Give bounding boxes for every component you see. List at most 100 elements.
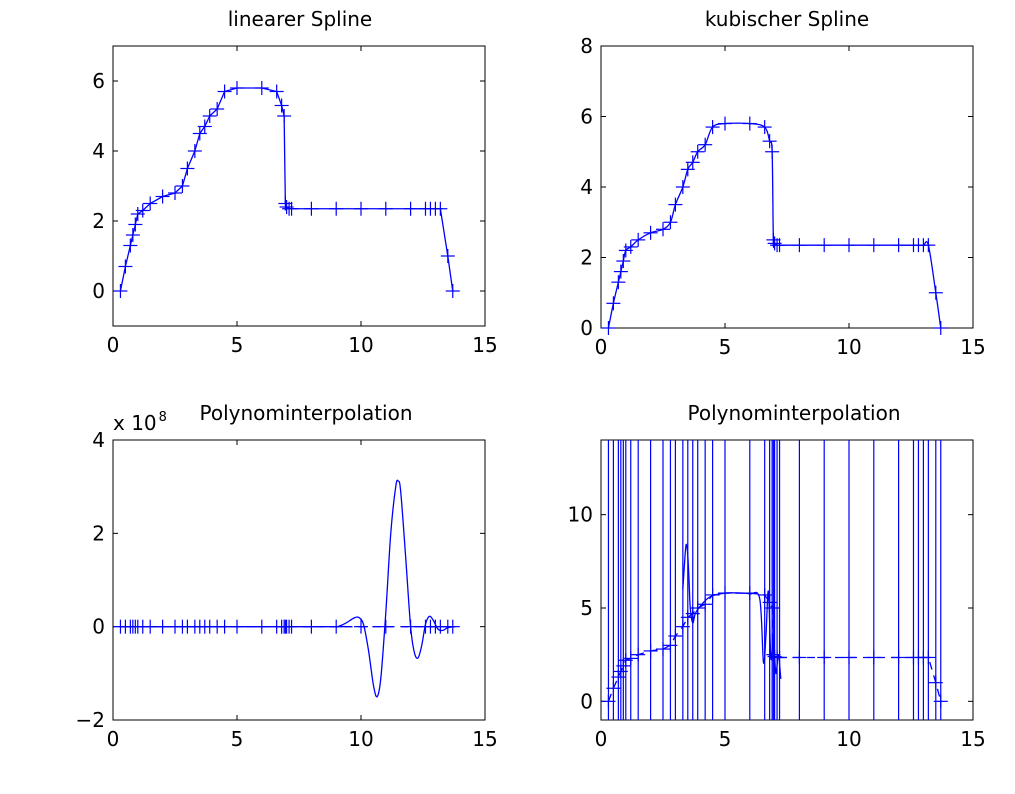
clipped-layer <box>120 479 456 698</box>
data-point-marker <box>705 587 720 602</box>
data-point-marker <box>866 238 881 253</box>
x-tick-label: 5 <box>231 727 244 751</box>
axis-ticks: 0 5 10 15 0 5 10 <box>568 440 986 751</box>
axis-ticks: 0 5 10 15 0 2 4 6 8 <box>580 34 985 359</box>
data-point-marker <box>274 98 289 113</box>
data-point-marker <box>197 119 212 134</box>
data-markers <box>601 116 948 335</box>
data-point-marker <box>698 137 713 152</box>
data-point-marker <box>217 84 232 99</box>
data-point-marker <box>187 144 202 158</box>
plot-area <box>112 45 486 327</box>
data-point-marker <box>765 601 780 615</box>
data-point-marker <box>123 238 138 253</box>
data-point-marker <box>230 81 244 95</box>
data-point-marker <box>155 619 170 634</box>
data-point-marker <box>440 249 455 263</box>
y-tick-label: 6 <box>580 105 593 129</box>
data-point-marker <box>445 284 460 298</box>
data-point-marker <box>202 109 217 123</box>
y-tick-label: 0 <box>92 279 105 303</box>
data-point-marker <box>772 238 787 253</box>
data-point-marker <box>125 228 140 242</box>
data-point-marker <box>718 116 732 131</box>
data-point-marker <box>254 81 269 95</box>
data-point-marker <box>792 650 807 665</box>
data-point-marker <box>690 144 705 159</box>
panel-cubic-spline: kubischer Spline 0 5 10 15 0 2 4 6 8 <box>580 7 985 359</box>
data-point-marker <box>143 619 158 634</box>
data-point-marker <box>284 619 299 634</box>
data-point-marker <box>143 196 158 211</box>
y-tick-label: 4 <box>92 428 105 452</box>
data-markers <box>113 81 460 298</box>
data-point-marker <box>284 201 299 216</box>
x-tick-label: 10 <box>348 727 373 751</box>
data-point-marker <box>705 120 720 135</box>
data-point-marker <box>656 642 670 657</box>
data-point-marker <box>601 694 616 709</box>
data-point-marker <box>685 155 700 170</box>
data-point-marker <box>718 586 732 601</box>
y-tick-label: 0 <box>580 316 593 340</box>
y-tick-label: 0 <box>580 689 593 713</box>
data-point-marker <box>217 619 232 634</box>
data-point-marker <box>613 264 628 279</box>
data-point-marker <box>742 586 757 601</box>
x-tick-label: 0 <box>595 335 608 359</box>
data-point-marker <box>765 144 780 159</box>
y-tick-label: 2 <box>92 521 105 545</box>
y-tick-label: 10 <box>568 503 593 527</box>
data-point-marker <box>445 619 460 634</box>
data-point-marker <box>668 629 683 643</box>
y-tick-label: 2 <box>580 246 593 270</box>
data-point-marker <box>168 186 182 200</box>
data-point-marker <box>135 203 150 218</box>
x-tick-label: 0 <box>595 727 608 751</box>
y-tick-label: 8 <box>580 34 593 58</box>
y-tick-label: 6 <box>92 69 105 93</box>
data-point-marker <box>921 650 936 665</box>
data-point-marker <box>118 259 133 274</box>
data-point-marker <box>180 161 195 176</box>
data-point-marker <box>304 619 319 634</box>
data-curves <box>120 479 456 698</box>
data-point-marker <box>762 595 777 610</box>
data-point-marker <box>329 201 344 216</box>
data-point-marker <box>378 201 393 216</box>
plot-area <box>600 45 974 329</box>
data-point-marker <box>792 238 807 253</box>
data-point-marker <box>842 238 856 253</box>
data-point-marker <box>329 619 344 634</box>
data-point-marker <box>354 619 368 634</box>
data-point-marker <box>210 102 225 116</box>
data-point-marker <box>606 296 621 311</box>
data-point-marker <box>631 232 646 247</box>
data-point-marker <box>433 201 448 216</box>
data-point-marker <box>933 694 948 709</box>
data-point-marker <box>354 201 368 216</box>
data-point-marker <box>601 321 616 335</box>
data-point-marker <box>921 238 936 253</box>
data-point-marker <box>742 116 757 131</box>
data-point-marker <box>623 239 638 254</box>
exponent-label: x 10 8 <box>113 410 167 435</box>
y-tick-label: −2 <box>76 708 105 732</box>
data-point-marker <box>698 597 713 612</box>
chart-title: Polynominterpolation <box>199 401 412 425</box>
y-tick-label: 5 <box>580 596 593 620</box>
data-point-marker <box>613 664 628 679</box>
data-point-marker <box>928 675 943 690</box>
x-tick-label: 5 <box>719 335 732 359</box>
x-tick-label: 10 <box>836 335 861 359</box>
chart-title: linearer Spline <box>228 7 373 31</box>
data-point-marker <box>269 84 284 99</box>
data-point-marker <box>623 651 638 666</box>
data-point-marker <box>606 681 621 696</box>
data-point-marker <box>616 254 631 269</box>
data-point-marker <box>616 658 631 673</box>
y-tick-label: 2 <box>92 209 105 233</box>
